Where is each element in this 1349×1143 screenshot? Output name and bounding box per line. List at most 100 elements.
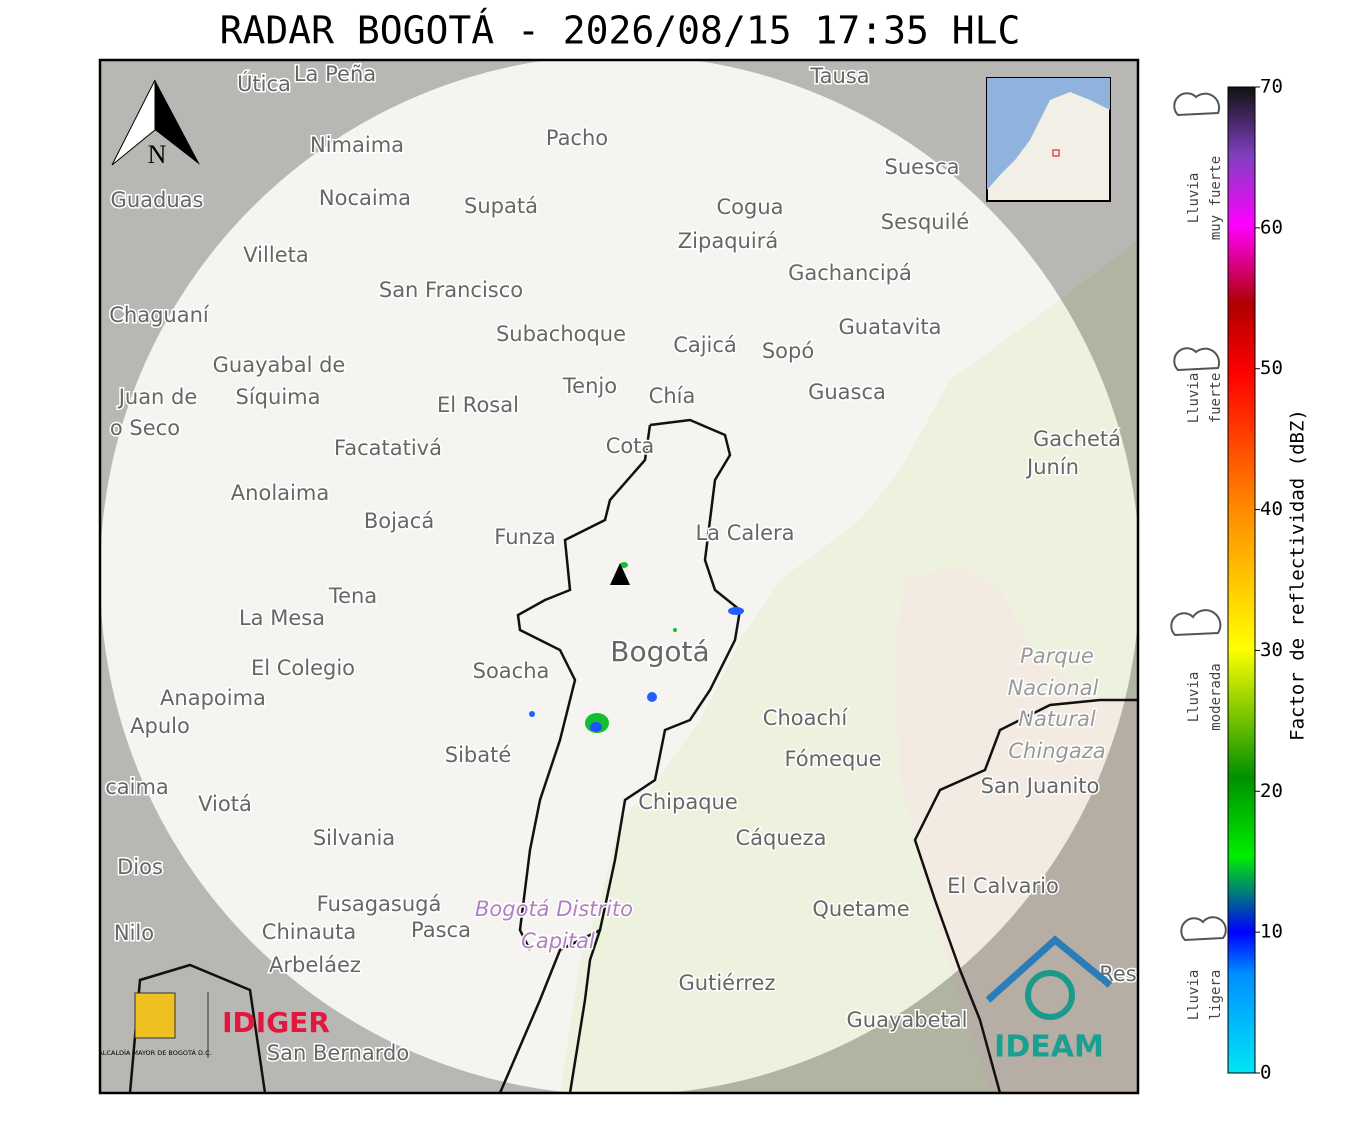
map-area: Útica La Peña Tausa Pacho Nimaima Suesca Guadu…	[98, 60, 1138, 1093]
place-label: Choachí	[763, 706, 849, 730]
place-label: Subachoque	[496, 322, 626, 346]
place-label: Facatativá	[334, 436, 442, 460]
place-label: Gachetá	[1033, 427, 1121, 451]
colorbar-tick-label: 20	[1260, 780, 1283, 802]
place-label: San Francisco	[379, 278, 523, 302]
place-label: El Rosal	[437, 393, 519, 417]
ideam-logo: IDEAM	[994, 1030, 1104, 1065]
colorbar-label: Factor de reflectividad (dBZ)	[1287, 409, 1309, 741]
place-label: Nilo	[114, 921, 154, 945]
colorbar-tick-label: 30	[1260, 639, 1283, 661]
place-label: Tausa	[809, 64, 869, 88]
place-label: Capital	[521, 929, 595, 953]
place-label: Pacho	[546, 126, 608, 150]
place-label: Guayabal de	[213, 353, 346, 377]
place-label: Silvania	[313, 826, 395, 850]
place-label: Cota	[606, 434, 655, 458]
colorbar-tick-label: 70	[1260, 76, 1283, 98]
place-label: Junín	[1025, 455, 1079, 479]
place-label: Suesca	[885, 155, 960, 179]
place-label: Sopó	[762, 339, 814, 363]
echoes	[529, 562, 744, 733]
place-label: Sesquilé	[881, 210, 969, 234]
map-frame	[98, 58, 1140, 1095]
alcaldia-text: ALCALDÍA MAYOR DE BOGOTÁ D.C.	[98, 1048, 211, 1057]
place-label: Parque	[1020, 644, 1094, 668]
place-label: Soacha	[473, 659, 550, 683]
rain-category: Lluvia	[1186, 373, 1202, 424]
colorbar-tick-label: 0	[1260, 1062, 1271, 1084]
weather-icons	[1170, 92, 1227, 942]
place-label: Bogotá	[610, 635, 709, 668]
rain-category: muy fuerte	[1208, 156, 1224, 240]
colorbar-tick-label: 40	[1260, 498, 1283, 520]
colorbar	[1227, 86, 1256, 1074]
place-label: Arbeláez	[269, 953, 361, 977]
place-label: Tenjo	[562, 374, 617, 398]
place-label: La Mesa	[239, 606, 325, 630]
place-label: Fómeque	[784, 747, 881, 771]
inset-map	[986, 77, 1111, 202]
radar-site	[610, 563, 630, 585]
place-label: Juan de	[117, 385, 198, 409]
place-label: Síquima	[236, 385, 321, 409]
place-label: Cáqueza	[736, 826, 827, 850]
place-label: Villeta	[243, 243, 308, 267]
rain-category: Lluvia	[1186, 970, 1202, 1021]
place-label: La Calera	[695, 521, 794, 545]
place-label: Cajicá	[673, 333, 737, 357]
place-label: caima	[105, 775, 169, 799]
place-label: El Colegio	[251, 656, 355, 680]
place-label: Cogua	[716, 195, 783, 219]
place-label: Sibaté	[445, 743, 512, 767]
rain-category: Lluvia	[1186, 672, 1202, 723]
place-label: Gutiérrez	[679, 971, 776, 995]
place-label: Chingaza	[1008, 739, 1105, 763]
colorbar-tick-label: 10	[1260, 921, 1283, 943]
idiger-logo: IDIGER	[222, 1006, 330, 1039]
place-label: Chinauta	[262, 920, 356, 944]
place-label: o Seco	[110, 416, 180, 440]
place-label: Natural	[1018, 707, 1096, 731]
place-label: Viotá	[198, 792, 252, 816]
rain-category: moderada	[1208, 663, 1224, 730]
place-label: San Bernardo	[267, 1041, 409, 1065]
place-label: Funza	[494, 525, 555, 549]
place-label: El Calvario	[947, 874, 1059, 898]
place-label: Apulo	[130, 714, 190, 738]
place-label: Útica	[237, 71, 291, 96]
rain-category: ligera	[1208, 970, 1224, 1021]
place-label: Bogotá Distrito	[475, 897, 633, 921]
north-arrow: N	[111, 79, 200, 169]
rain-category: fuerte	[1208, 373, 1224, 424]
place-label: San Juanito	[981, 774, 1100, 798]
place-label: La Peña	[294, 62, 376, 86]
place-label: Tena	[328, 584, 377, 608]
place-label: Chaguaní	[109, 303, 210, 327]
colorbar-tick-label: 50	[1260, 357, 1283, 379]
place-label: Zipaquirá	[678, 229, 778, 253]
place-label: Anolaima	[231, 481, 329, 505]
place-label: Guaduas	[111, 188, 204, 212]
place-label: Gachancipá	[788, 261, 912, 285]
north-label: N	[148, 140, 167, 169]
place-label: Anapoima	[160, 686, 266, 710]
place-label: Nimaima	[310, 133, 404, 157]
place-label: Guayabetal	[847, 1008, 968, 1032]
place-label: Fusagasugá	[317, 892, 442, 916]
place-label: Pasca	[411, 918, 471, 942]
title: RADAR BOGOTÁ - 2026/08/15 17:35 HLC	[220, 9, 1021, 53]
place-label: Chía	[649, 384, 696, 408]
place-label: Guasca	[808, 380, 886, 404]
place-label: Chipaque	[638, 790, 738, 814]
place-label: Quetame	[812, 897, 909, 921]
alcaldia-logo: ALCALDÍA MAYOR DE BOGOTÁ D.C.	[98, 992, 212, 1058]
place-label: Nocaima	[319, 186, 411, 210]
colorbar-tick-label: 60	[1260, 216, 1283, 238]
place-label: Nacional	[1008, 676, 1099, 700]
place-label: Supatá	[464, 194, 538, 218]
place-label: Dios	[117, 855, 163, 879]
rain-category: Lluvia	[1186, 173, 1202, 224]
place-label: Guatavita	[839, 315, 942, 339]
